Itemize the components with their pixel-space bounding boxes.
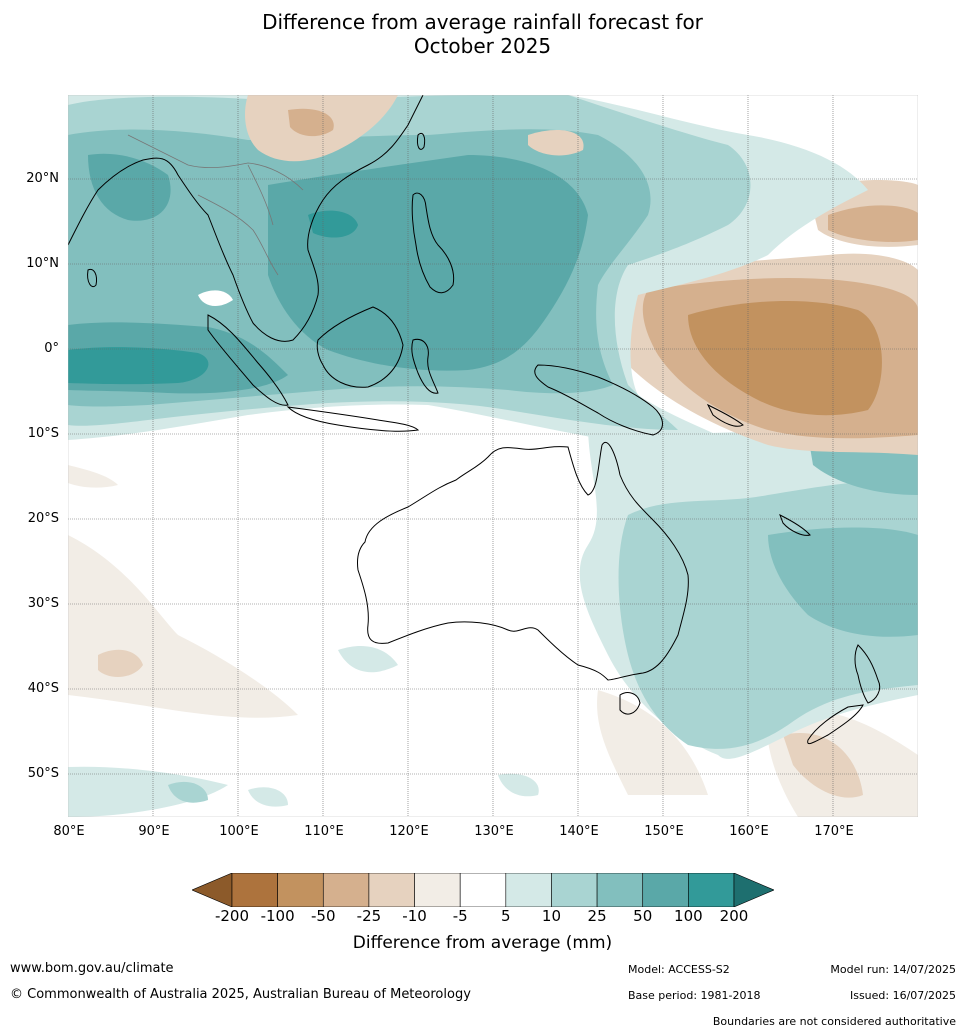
colorbar-label: Difference from average (mm): [352, 933, 613, 953]
colorbar-tick-label: -25: [356, 907, 382, 925]
footer-model-run: Model run: 14/07/2025: [830, 963, 956, 976]
anomaly-region: [498, 773, 539, 797]
anomaly-region: [88, 153, 171, 221]
lat-label-10n: 10°N: [26, 256, 59, 271]
colorbar-cell: [459, 872, 507, 908]
anomaly-region: [68, 766, 228, 817]
anomaly-region: [198, 290, 233, 307]
anomaly-region: [248, 787, 288, 807]
anomaly-region: [783, 733, 863, 798]
anomaly-region: [68, 465, 118, 488]
sri-lanka-coastline: [87, 268, 97, 288]
colorbar-tick-label: 200: [719, 907, 749, 925]
colorbar-cell: [596, 872, 644, 908]
colorbar-tick-label: 5: [501, 907, 511, 925]
lon-label-80e: 80°E: [53, 824, 85, 839]
colorbar-cell: [231, 872, 278, 908]
new-zealand-south-coastline: [807, 704, 864, 745]
java-coastline: [286, 406, 420, 432]
lon-label-110e: 110°E: [304, 824, 344, 839]
footer-base-period: Base period: 1981-2018: [628, 989, 761, 1002]
colorbar-cell: [277, 872, 324, 908]
lon-label-170e: 170°E: [814, 824, 854, 839]
anomaly-region: [68, 347, 209, 385]
anomaly-region: [597, 690, 708, 795]
map-canvas: [68, 95, 918, 817]
lon-label-130e: 130°E: [474, 824, 514, 839]
footer-copyright: © Commonwealth of Australia 2025, Austra…: [10, 987, 471, 1002]
colorbar-svg: [191, 872, 775, 908]
lat-label-20n: 20°N: [26, 171, 59, 186]
colorbar-tick-label: 100: [674, 907, 703, 925]
sumatra-coastline: [207, 314, 289, 406]
graticule: [68, 95, 918, 817]
anomaly-region: [308, 210, 358, 238]
taiwan-coastline: [417, 132, 426, 150]
colorbar-tick-label: 25: [587, 907, 607, 925]
sulawesi-coastline: [411, 338, 439, 394]
lon-label-100e: 100°E: [219, 824, 259, 839]
lat-label-20s: 20°S: [27, 511, 59, 526]
lon-label-150e: 150°E: [644, 824, 684, 839]
footer-model: Model: ACCESS-S2: [628, 963, 730, 976]
footer-url[interactable]: www.bom.gov.au/climate: [10, 961, 174, 976]
new-zealand-north-coastline: [854, 644, 881, 704]
title-line-1: Difference from average rainfall forecas…: [262, 10, 703, 34]
new-caledonia-coastline: [779, 513, 811, 536]
colorbar-cell: [505, 872, 552, 908]
philippines-coastline: [411, 192, 455, 294]
mainland-asia-coastline: [68, 95, 424, 342]
colorbar-cell: [688, 872, 735, 908]
colorbar-extend-high: [733, 872, 775, 908]
lat-label-50s: 50°S: [27, 766, 59, 781]
australia-coastline: [357, 442, 689, 681]
lon-label-140e: 140°E: [559, 824, 599, 839]
colorbar-cell: [414, 872, 461, 908]
title-line-2: October 2025: [413, 34, 552, 58]
colorbar-tick-label: -10: [402, 907, 427, 925]
country-borders: [127, 134, 304, 276]
colorbar-tick-label: -50: [311, 907, 336, 925]
lat-label-0: 0°: [44, 341, 59, 356]
anomaly-region: [828, 205, 918, 242]
anomaly-region: [98, 649, 143, 677]
colorbar-cell: [322, 872, 370, 908]
anomaly-region: [338, 645, 398, 673]
anomaly-region: [288, 108, 334, 137]
anomaly-region: [528, 130, 584, 156]
colorbar-tick-label: -5: [452, 907, 468, 925]
footer-issued: Issued: 16/07/2025: [849, 989, 956, 1002]
anomaly-region: [268, 155, 588, 371]
lon-label-160e: 160°E: [729, 824, 769, 839]
colorbar-cell: [368, 872, 415, 908]
colorbar-tick-label: -200: [214, 907, 250, 925]
colorbar-cell: [642, 872, 689, 908]
colorbar: [191, 872, 775, 908]
borneo-coastline: [316, 306, 404, 388]
solomon-islands-coastline: [706, 403, 744, 427]
footer-disclaimer: Boundaries are not considered authoritat…: [712, 1015, 956, 1028]
lat-label-10s: 10°S: [27, 426, 59, 441]
lon-label-120e: 120°E: [389, 824, 429, 839]
anomaly-region: [768, 527, 918, 637]
lat-label-40s: 40°S: [27, 681, 59, 696]
tasmania-coastline: [619, 692, 641, 715]
colorbar-tick-label: -100: [260, 907, 295, 925]
colorbar-tick-label: 50: [633, 907, 653, 925]
anomaly-region: [168, 781, 208, 803]
colorbar-tick-label: 10: [541, 907, 561, 925]
anomaly-region: [688, 300, 882, 416]
new-guinea-coastline: [534, 364, 663, 436]
lat-label-30s: 30°S: [27, 596, 59, 611]
map-title: Difference from average rainfall forecas…: [0, 10, 965, 58]
colorbar-extend-low: [191, 872, 233, 908]
rainfall-map: [68, 95, 918, 817]
coastlines: [68, 95, 881, 745]
lon-label-90e: 90°E: [138, 824, 170, 839]
colorbar-cell: [551, 872, 598, 908]
